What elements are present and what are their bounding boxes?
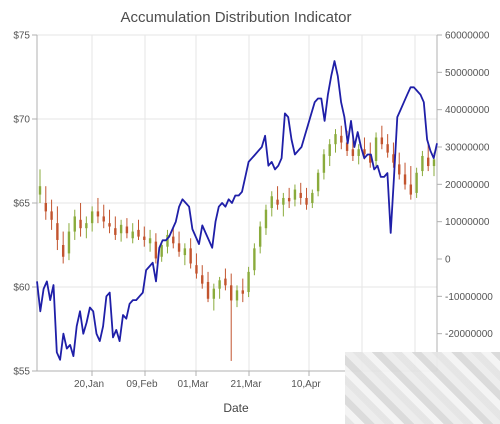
pixelated-overlay	[345, 352, 500, 424]
right-tick-label: -10000000	[445, 292, 493, 303]
candle-body	[363, 149, 366, 155]
candle-body	[160, 245, 163, 257]
candle-body	[67, 231, 71, 254]
candle-body	[143, 236, 146, 240]
candle-body	[96, 211, 100, 217]
right-axis-tick-labels: -20000000 -10000000 0 10000000 20000000 30000…	[445, 31, 493, 341]
candle-body	[90, 211, 94, 224]
x-tick-label: 01,Mar	[177, 379, 209, 390]
candle-body	[61, 245, 65, 257]
candle-body	[201, 275, 204, 284]
candle-body	[398, 164, 401, 175]
candle-body	[195, 265, 198, 274]
candle-body	[258, 226, 262, 247]
candle-body	[316, 172, 320, 192]
candle-body	[415, 172, 418, 193]
grid-lines	[37, 34, 437, 372]
candle-body	[432, 159, 436, 167]
candle-body	[421, 155, 424, 172]
candle-body	[102, 216, 105, 222]
ad-line-series	[36, 60, 438, 361]
candle-body	[212, 288, 216, 299]
candle-body	[218, 280, 221, 289]
left-tick-label: $60	[13, 283, 30, 294]
candle-body	[293, 189, 297, 200]
right-tick-label: 60000000	[445, 31, 490, 42]
candle-body	[137, 229, 140, 237]
right-tick-label: 50000000	[445, 68, 490, 79]
candle-body	[247, 271, 250, 293]
x-axis-title: Date	[223, 401, 249, 415]
right-tick-label: 20000000	[445, 180, 490, 191]
candle-body	[73, 216, 76, 232]
right-tick-label: -20000000	[445, 329, 493, 340]
candle-body	[177, 243, 181, 252]
candle-body	[253, 248, 256, 271]
right-tick-label: 40000000	[445, 105, 490, 116]
candle-body	[305, 197, 308, 205]
candle-body	[183, 248, 187, 256]
candle-body	[357, 149, 360, 156]
candle-body	[50, 211, 53, 220]
candle-body	[287, 197, 291, 202]
candle-body	[427, 157, 430, 167]
candle-body	[311, 192, 314, 203]
right-tick-label: 10000000	[445, 217, 490, 228]
candle-body	[148, 238, 152, 244]
candle-body	[154, 241, 158, 259]
candlestick-series	[38, 125, 436, 361]
candle-body	[270, 196, 273, 209]
x-axis-tick-labels: 20,Jan 09,Feb 01,Mar 21,Mar 10,Apr	[74, 379, 321, 390]
left-tick-label: $70	[13, 115, 30, 126]
candle-body	[189, 248, 192, 264]
left-tick-label: $65	[13, 199, 30, 210]
candle-body	[334, 134, 337, 145]
right-tick-label: 30000000	[445, 143, 490, 154]
candle-body	[131, 231, 134, 239]
candle-body	[264, 209, 268, 229]
candle-body	[380, 137, 384, 145]
candle-body	[328, 144, 331, 156]
candle-body	[56, 223, 59, 240]
axes	[32, 34, 442, 376]
candle-body	[409, 184, 413, 195]
candle-body	[38, 186, 42, 195]
x-tick-label: 21,Mar	[230, 379, 262, 390]
candle-body	[108, 223, 111, 227]
candle-body	[345, 142, 349, 151]
candle-body	[276, 199, 279, 205]
candle-body	[282, 197, 285, 205]
left-tick-label: $75	[13, 31, 30, 42]
candle-body	[79, 219, 82, 229]
candle-body	[172, 236, 175, 244]
candle-body	[374, 137, 378, 161]
candle-body	[119, 224, 123, 234]
x-tick-label: 10,Apr	[291, 379, 321, 390]
right-tick-label: 0	[445, 255, 451, 266]
candle-body	[241, 290, 244, 294]
candle-body	[235, 290, 239, 301]
candle-body	[322, 154, 326, 173]
candle-body	[125, 226, 129, 234]
candle-body	[206, 281, 210, 299]
candle-body	[351, 149, 355, 156]
left-axis-tick-labels: $55 $60 $65 $70 $75	[13, 31, 30, 378]
candle-body	[114, 228, 117, 235]
left-tick-label: $55	[13, 367, 30, 378]
candle-body	[340, 135, 343, 143]
candle-body	[392, 154, 395, 163]
candle-body	[224, 278, 227, 286]
candle-body	[44, 203, 47, 212]
chart-title: Accumulation Distribution Indicator	[121, 9, 352, 26]
candle-body	[369, 154, 372, 163]
candle-body	[299, 192, 302, 198]
candle-body	[403, 174, 407, 185]
candle-body	[85, 223, 88, 229]
x-tick-label: 09,Feb	[126, 379, 158, 390]
candle-body	[166, 234, 169, 247]
candle-body	[230, 285, 233, 301]
candle-body	[386, 144, 389, 153]
x-tick-label: 20,Jan	[74, 379, 104, 390]
